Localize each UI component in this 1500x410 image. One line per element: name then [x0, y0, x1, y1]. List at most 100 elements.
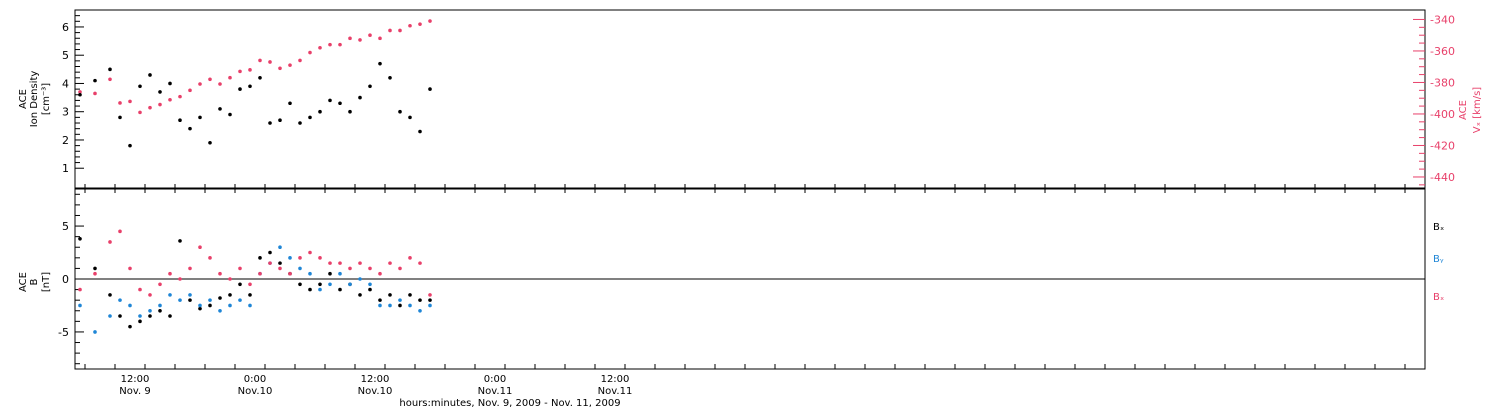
by-point	[148, 308, 152, 313]
density-point	[278, 118, 282, 122]
vx-point	[328, 42, 332, 47]
density-tick-label: 2	[62, 134, 69, 147]
date-tick-label: Nov.11	[598, 386, 633, 397]
by-point	[198, 303, 202, 308]
vx-point	[128, 99, 132, 104]
by-point	[238, 298, 242, 302]
bz-point	[318, 256, 322, 260]
density-point	[93, 78, 97, 83]
by-point	[228, 303, 232, 308]
bx-point	[208, 303, 212, 308]
panel2-series	[78, 229, 432, 334]
bx-point	[168, 314, 172, 318]
velocity-axis: -340 -360 -380 -400 -420 -440	[1413, 13, 1455, 186]
density-point	[218, 107, 222, 111]
bz-point	[278, 266, 282, 271]
vx-point	[93, 91, 97, 96]
bz-point	[408, 256, 412, 260]
bz-point	[308, 250, 312, 255]
by-point	[138, 314, 142, 318]
bz-point	[428, 293, 432, 297]
density-point	[298, 121, 302, 125]
bz-point	[198, 245, 202, 250]
density-point	[368, 84, 372, 89]
by-point	[168, 293, 172, 297]
density-velocity-panel	[74, 9, 1426, 189]
vx-point	[418, 22, 422, 26]
vx-point	[348, 36, 352, 41]
vx-point	[228, 75, 232, 80]
bz-point	[78, 287, 82, 292]
date-tick-label: Nov.10	[358, 386, 393, 397]
bx-point	[318, 282, 322, 287]
legend-bz: Bₓ	[1433, 292, 1444, 303]
bz-point	[118, 229, 122, 234]
bz-point	[368, 266, 372, 271]
bz-point	[128, 266, 132, 271]
bz-point	[208, 256, 212, 260]
bz-point	[93, 271, 97, 276]
density-point	[338, 101, 342, 106]
bx-point	[358, 293, 362, 297]
bz-point	[148, 293, 152, 297]
vx-point	[378, 36, 382, 41]
vx-point	[78, 90, 82, 94]
bx-point	[158, 308, 162, 313]
vx-point	[268, 60, 272, 64]
by-point	[378, 303, 382, 308]
vx-point	[298, 58, 302, 63]
velocity-tick-label: -420	[1430, 139, 1455, 152]
date-tick-label: Nov.11	[478, 386, 513, 397]
density-point	[138, 84, 142, 89]
bz-point	[248, 282, 252, 287]
by-point	[398, 298, 402, 302]
bx-point	[378, 298, 382, 302]
by-point	[128, 303, 132, 308]
velocity-axis-label-line2: Vₓ [km/s]	[1472, 87, 1483, 133]
velocity-tick-label: -360	[1430, 45, 1455, 58]
by-point	[278, 245, 282, 250]
vx-point	[188, 88, 192, 93]
density-point	[308, 115, 312, 120]
density-point	[258, 76, 262, 80]
bz-point	[178, 277, 182, 281]
bx-point	[138, 319, 142, 324]
density-point	[248, 84, 252, 89]
bx-point	[188, 298, 192, 302]
density-point	[328, 98, 332, 103]
vx-point	[108, 77, 112, 82]
bx-point	[338, 287, 342, 292]
bz-point	[398, 266, 402, 271]
vx-point	[368, 33, 372, 38]
vx-point	[178, 94, 182, 99]
bx-point	[108, 293, 112, 297]
bx-point	[198, 306, 202, 311]
by-point	[118, 298, 122, 302]
by-point	[178, 298, 182, 302]
velocity-axis-label-line1: ACE	[1458, 100, 1469, 120]
density-axis-label-line2: Ion Density	[29, 71, 40, 128]
vx-point	[148, 105, 152, 110]
density-point	[118, 115, 122, 120]
bz-point	[418, 261, 422, 265]
panel1-border	[74, 9, 1426, 189]
density-tick-label: 4	[62, 77, 69, 90]
by-point	[358, 277, 362, 281]
bz-point	[138, 287, 142, 292]
date-tick-label: Nov. 9	[119, 386, 150, 397]
vx-point	[198, 82, 202, 86]
density-tick-label: 3	[62, 106, 69, 119]
vx-point	[288, 63, 292, 67]
velocity-tick-label: -340	[1430, 13, 1455, 26]
by-point	[308, 271, 312, 276]
density-tick-label: 6	[62, 21, 69, 34]
panel1-series	[78, 19, 432, 148]
bx-point	[428, 298, 432, 302]
density-point	[358, 95, 362, 100]
vx-point	[248, 68, 252, 72]
density-point	[78, 92, 82, 97]
time-tick-label: 12:00	[601, 374, 630, 385]
density-point	[128, 143, 132, 148]
bx-point	[93, 266, 97, 271]
